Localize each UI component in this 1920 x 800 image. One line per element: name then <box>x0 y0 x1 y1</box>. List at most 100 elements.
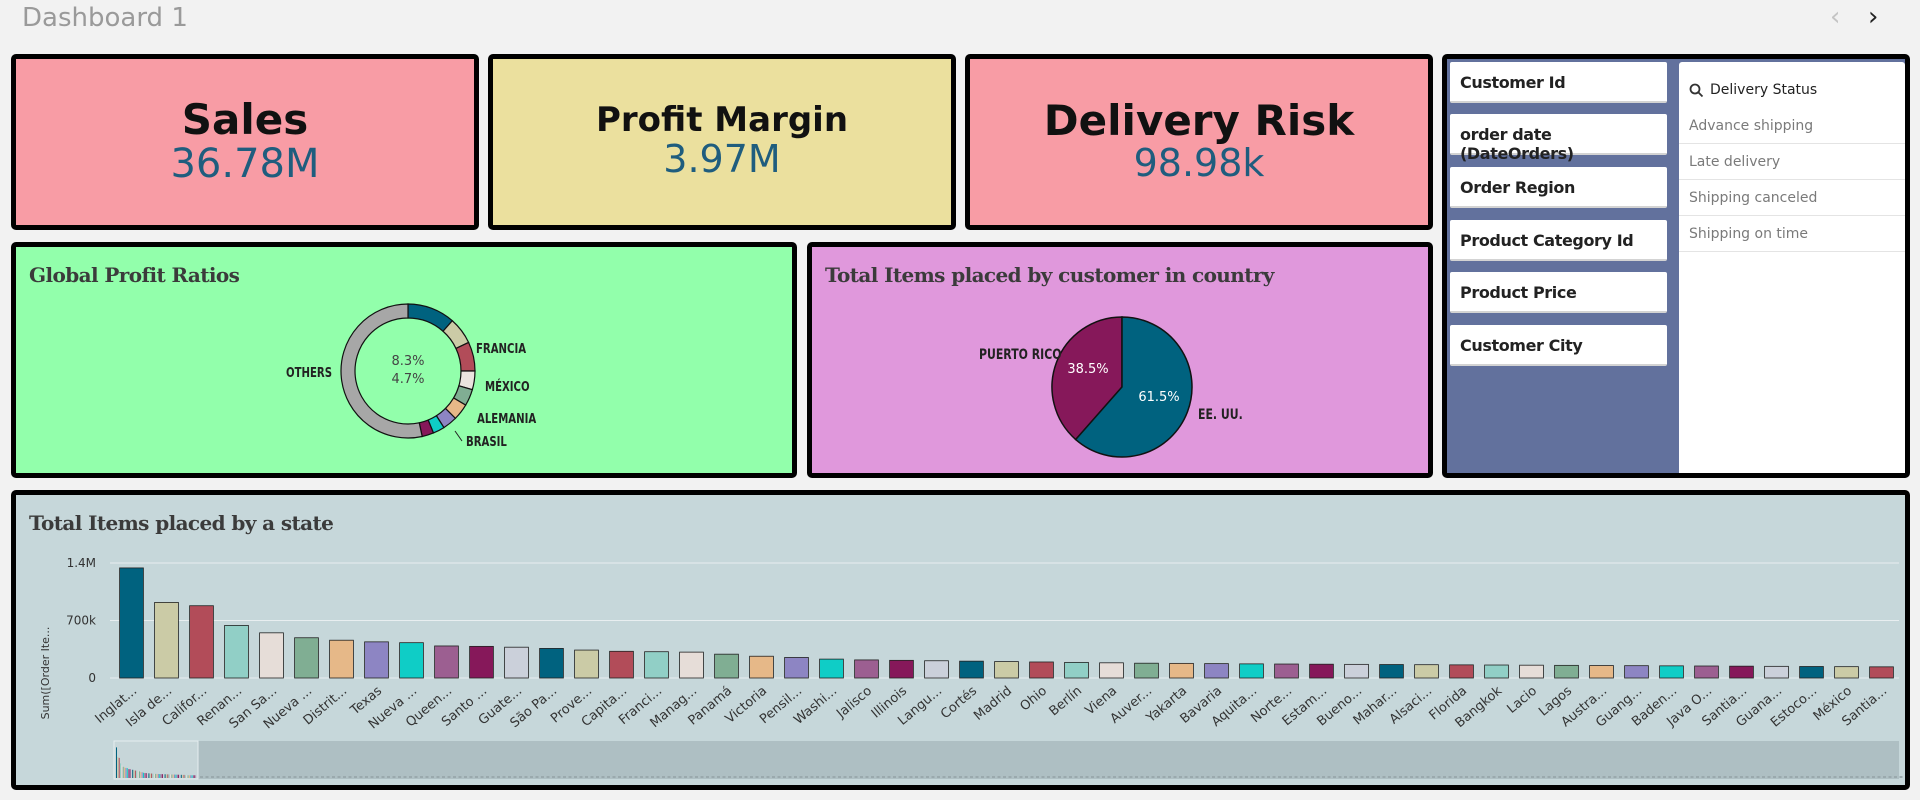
bar[interactable] <box>294 637 319 679</box>
donut-segment[interactable] <box>340 303 423 439</box>
bar[interactable] <box>1414 664 1439 679</box>
donut-segment[interactable] <box>455 341 476 372</box>
mini-bar <box>216 776 220 778</box>
bar[interactable] <box>1869 666 1894 679</box>
bar[interactable] <box>1029 661 1054 679</box>
donut-segment[interactable] <box>407 303 454 333</box>
bar[interactable] <box>1344 663 1369 679</box>
bar[interactable] <box>539 648 564 679</box>
kpi-delivery-risk-card[interactable]: Delivery Risk 98.98k <box>965 54 1433 230</box>
listbox-option[interactable]: Shipping on time <box>1679 216 1905 252</box>
bar[interactable] <box>1729 665 1754 679</box>
listbox-option[interactable]: Late delivery <box>1679 144 1905 180</box>
bar[interactable] <box>1099 662 1124 679</box>
bar[interactable] <box>819 658 844 679</box>
bar[interactable] <box>329 639 354 679</box>
bar[interactable] <box>469 645 494 679</box>
bar[interactable] <box>1764 665 1789 679</box>
bar[interactable] <box>1309 663 1334 679</box>
filter-product-price[interactable]: Product Price <box>1450 272 1667 313</box>
kpi-profit-margin-card[interactable]: Profit Margin 3.97M <box>488 54 956 230</box>
listbox-header[interactable]: Delivery Status <box>1689 82 1817 98</box>
bar[interactable] <box>189 605 214 679</box>
mini-bar <box>1454 776 1457 778</box>
pie-slice[interactable] <box>1051 316 1123 441</box>
bar[interactable] <box>854 659 879 679</box>
bar[interactable] <box>434 645 459 679</box>
filter-product-category-id[interactable]: Product Category Id <box>1450 220 1667 261</box>
bar[interactable] <box>644 651 669 679</box>
mini-bar <box>1690 776 1694 778</box>
mini-bar <box>1316 776 1320 778</box>
bar[interactable] <box>959 660 984 679</box>
bar[interactable] <box>1274 663 1299 679</box>
country-items-chart[interactable]: Total Items placed by customer in countr… <box>807 242 1433 478</box>
bar[interactable] <box>154 602 179 679</box>
bar[interactable] <box>574 649 599 679</box>
mini-bar <box>1756 776 1760 778</box>
bar[interactable] <box>504 646 529 679</box>
bar[interactable] <box>1169 662 1194 679</box>
global-profit-ratios-chart[interactable]: Global Profit Ratios 8.3% 4.7% OTHERS FR… <box>11 242 797 478</box>
pie-slice[interactable] <box>1074 316 1193 458</box>
bar[interactable] <box>1064 661 1089 679</box>
scrollbar-track[interactable] <box>114 741 1899 779</box>
bar[interactable] <box>1484 664 1509 679</box>
bar[interactable] <box>1659 665 1684 679</box>
bar[interactable] <box>1134 662 1159 679</box>
bar[interactable] <box>1204 663 1229 679</box>
chevron-right-icon[interactable]: › <box>1868 2 1879 32</box>
filter-order-date[interactable]: order date (DateOrders) <box>1450 114 1667 163</box>
bar[interactable] <box>784 657 809 679</box>
mini-bar <box>238 776 242 778</box>
mini-bar <box>508 776 511 778</box>
bar[interactable] <box>1379 664 1404 679</box>
bar[interactable] <box>679 651 704 679</box>
bar[interactable] <box>1239 663 1264 679</box>
mini-bar <box>1382 776 1386 778</box>
mini-bar <box>172 774 174 778</box>
bar[interactable] <box>119 567 144 679</box>
filter-customer-id[interactable]: Customer Id <box>1450 62 1667 103</box>
mini-bar <box>304 776 308 778</box>
mini-bar <box>992 776 995 778</box>
bar[interactable] <box>889 659 914 679</box>
mini-bar <box>1052 776 1056 778</box>
bar[interactable] <box>714 653 739 679</box>
bar[interactable] <box>1449 664 1474 679</box>
bar[interactable] <box>224 625 249 679</box>
bar[interactable] <box>1624 665 1649 679</box>
mini-bar <box>1404 776 1408 778</box>
mini-bar <box>1536 776 1540 778</box>
mini-bar <box>1806 776 1809 778</box>
filter-customer-city[interactable]: Customer City <box>1450 325 1667 366</box>
mini-bar <box>997 776 1001 778</box>
state-items-chart[interactable]: Total Items placed by a state Sum([Order… <box>11 490 1910 790</box>
bar[interactable] <box>1519 664 1544 679</box>
scrollbar-thumb[interactable] <box>113 740 199 780</box>
bar[interactable] <box>1589 665 1614 679</box>
kpi-sales-card[interactable]: Sales 36.78M <box>11 54 479 230</box>
mini-bar <box>1184 776 1188 778</box>
bar[interactable] <box>259 632 284 679</box>
search-icon[interactable] <box>1689 83 1704 98</box>
chevron-left-icon[interactable]: ‹ <box>1830 2 1841 32</box>
bar[interactable] <box>399 642 424 679</box>
mini-bar <box>656 776 660 778</box>
filter-order-region[interactable]: Order Region <box>1450 167 1667 208</box>
listbox-option[interactable]: Shipping canceled <box>1679 180 1905 216</box>
bar[interactable] <box>1834 666 1859 679</box>
listbox-option[interactable]: Advance shipping <box>1679 108 1905 144</box>
bar[interactable] <box>749 655 774 679</box>
bar[interactable] <box>1694 665 1719 679</box>
bar[interactable] <box>609 650 634 679</box>
mini-bar <box>1058 776 1061 778</box>
bar[interactable] <box>1799 666 1824 679</box>
mini-bar <box>1272 776 1276 778</box>
bar[interactable] <box>924 660 949 679</box>
bar[interactable] <box>364 641 389 679</box>
bar[interactable] <box>994 661 1019 679</box>
chart-scrollbar[interactable] <box>113 740 1905 780</box>
bar[interactable] <box>1554 664 1579 679</box>
delivery-status-listbox[interactable]: Delivery Status Advance shipping Late de… <box>1679 62 1905 473</box>
